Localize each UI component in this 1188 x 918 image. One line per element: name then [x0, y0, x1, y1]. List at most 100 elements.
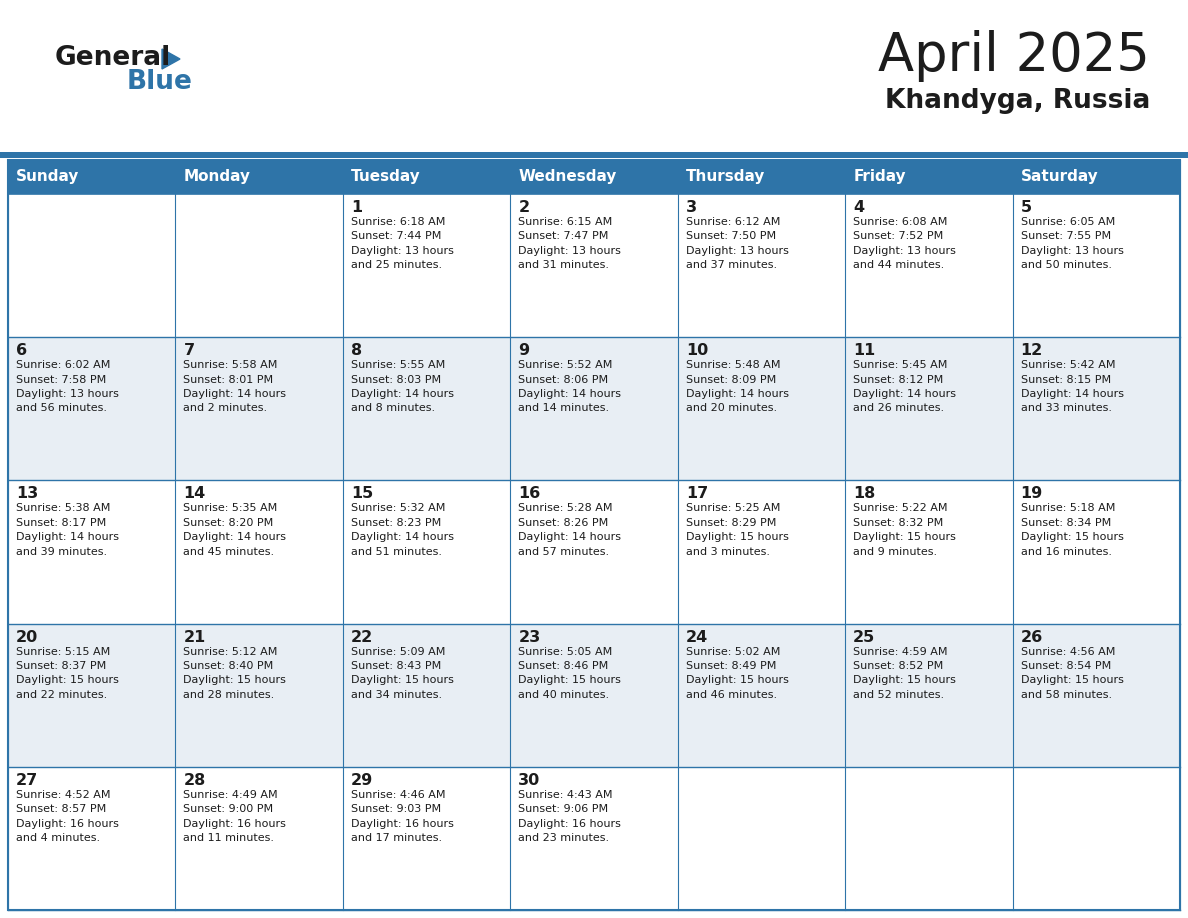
Text: 20: 20 [15, 630, 38, 644]
Bar [845, 194, 1012, 337]
Text: Sunrise: 5:15 AM
Sunset: 8:37 PM
Daylight: 15 hours
and 22 minutes.: Sunrise: 5:15 AM Sunset: 8:37 PM Dayligh… [15, 646, 119, 700]
Text: 28: 28 [183, 773, 206, 788]
Text: 2: 2 [518, 200, 530, 215]
Bar [176, 480, 343, 623]
Text: 17: 17 [685, 487, 708, 501]
Bar [1012, 623, 1180, 767]
Text: Sunrise: 5:42 AM
Sunset: 8:15 PM
Daylight: 14 hours
and 33 minutes.: Sunrise: 5:42 AM Sunset: 8:15 PM Dayligh… [1020, 360, 1124, 413]
Text: Sunrise: 5:25 AM
Sunset: 8:29 PM
Daylight: 15 hours
and 3 minutes.: Sunrise: 5:25 AM Sunset: 8:29 PM Dayligh… [685, 503, 789, 556]
Text: 1: 1 [350, 200, 362, 215]
Bar [8, 623, 176, 767]
Text: 15: 15 [350, 487, 373, 501]
Text: 7: 7 [183, 343, 195, 358]
Text: 3: 3 [685, 200, 697, 215]
Text: Sunrise: 5:45 AM
Sunset: 8:12 PM
Daylight: 14 hours
and 26 minutes.: Sunrise: 5:45 AM Sunset: 8:12 PM Dayligh… [853, 360, 956, 413]
Text: Monday: Monday [183, 170, 251, 185]
Bar [845, 160, 1012, 194]
Text: Sunrise: 5:38 AM
Sunset: 8:17 PM
Daylight: 14 hours
and 39 minutes.: Sunrise: 5:38 AM Sunset: 8:17 PM Dayligh… [15, 503, 119, 556]
Text: 18: 18 [853, 487, 876, 501]
Bar [176, 160, 343, 194]
Text: 22: 22 [350, 630, 373, 644]
Bar [677, 480, 845, 623]
Bar [8, 194, 176, 337]
Text: 11: 11 [853, 343, 876, 358]
Text: Tuesday: Tuesday [350, 170, 421, 185]
Bar [677, 623, 845, 767]
Bar [8, 160, 176, 194]
Text: Sunrise: 4:56 AM
Sunset: 8:54 PM
Daylight: 15 hours
and 58 minutes.: Sunrise: 4:56 AM Sunset: 8:54 PM Dayligh… [1020, 646, 1124, 700]
Bar [8, 480, 176, 623]
Bar [8, 337, 176, 480]
Bar [8, 160, 1180, 910]
Polygon shape [162, 49, 181, 69]
Text: Sunrise: 5:05 AM
Sunset: 8:46 PM
Daylight: 15 hours
and 40 minutes.: Sunrise: 5:05 AM Sunset: 8:46 PM Dayligh… [518, 646, 621, 700]
Text: Sunrise: 5:28 AM
Sunset: 8:26 PM
Daylight: 14 hours
and 57 minutes.: Sunrise: 5:28 AM Sunset: 8:26 PM Dayligh… [518, 503, 621, 556]
Text: Sunrise: 6:15 AM
Sunset: 7:47 PM
Daylight: 13 hours
and 31 minutes.: Sunrise: 6:15 AM Sunset: 7:47 PM Dayligh… [518, 217, 621, 270]
Text: 24: 24 [685, 630, 708, 644]
Text: Sunrise: 5:55 AM
Sunset: 8:03 PM
Daylight: 14 hours
and 8 minutes.: Sunrise: 5:55 AM Sunset: 8:03 PM Dayligh… [350, 360, 454, 413]
Text: Sunrise: 6:05 AM
Sunset: 7:55 PM
Daylight: 13 hours
and 50 minutes.: Sunrise: 6:05 AM Sunset: 7:55 PM Dayligh… [1020, 217, 1124, 270]
Bar [176, 337, 343, 480]
Bar [1012, 194, 1180, 337]
Text: Saturday: Saturday [1020, 170, 1099, 185]
Bar [511, 337, 677, 480]
Text: Sunrise: 5:22 AM
Sunset: 8:32 PM
Daylight: 15 hours
and 9 minutes.: Sunrise: 5:22 AM Sunset: 8:32 PM Dayligh… [853, 503, 956, 556]
Text: Sunrise: 6:18 AM
Sunset: 7:44 PM
Daylight: 13 hours
and 25 minutes.: Sunrise: 6:18 AM Sunset: 7:44 PM Dayligh… [350, 217, 454, 270]
Bar [845, 623, 1012, 767]
Text: 9: 9 [518, 343, 530, 358]
Text: Sunrise: 6:02 AM
Sunset: 7:58 PM
Daylight: 13 hours
and 56 minutes.: Sunrise: 6:02 AM Sunset: 7:58 PM Dayligh… [15, 360, 119, 413]
Text: 26: 26 [1020, 630, 1043, 644]
Text: Sunrise: 5:09 AM
Sunset: 8:43 PM
Daylight: 15 hours
and 34 minutes.: Sunrise: 5:09 AM Sunset: 8:43 PM Dayligh… [350, 646, 454, 700]
Text: Sunrise: 5:02 AM
Sunset: 8:49 PM
Daylight: 15 hours
and 46 minutes.: Sunrise: 5:02 AM Sunset: 8:49 PM Dayligh… [685, 646, 789, 700]
Text: Sunrise: 5:58 AM
Sunset: 8:01 PM
Daylight: 14 hours
and 2 minutes.: Sunrise: 5:58 AM Sunset: 8:01 PM Dayligh… [183, 360, 286, 413]
Text: Sunrise: 4:46 AM
Sunset: 9:03 PM
Daylight: 16 hours
and 17 minutes.: Sunrise: 4:46 AM Sunset: 9:03 PM Dayligh… [350, 789, 454, 843]
Text: Sunrise: 4:49 AM
Sunset: 9:00 PM
Daylight: 16 hours
and 11 minutes.: Sunrise: 4:49 AM Sunset: 9:00 PM Dayligh… [183, 789, 286, 843]
Text: 30: 30 [518, 773, 541, 788]
Text: 4: 4 [853, 200, 864, 215]
Text: 10: 10 [685, 343, 708, 358]
Text: General: General [55, 45, 171, 71]
Text: Sunrise: 5:48 AM
Sunset: 8:09 PM
Daylight: 14 hours
and 20 minutes.: Sunrise: 5:48 AM Sunset: 8:09 PM Dayligh… [685, 360, 789, 413]
Bar [677, 337, 845, 480]
Bar [845, 337, 1012, 480]
Text: Sunrise: 5:32 AM
Sunset: 8:23 PM
Daylight: 14 hours
and 51 minutes.: Sunrise: 5:32 AM Sunset: 8:23 PM Dayligh… [350, 503, 454, 556]
Bar [1012, 337, 1180, 480]
Text: Friday: Friday [853, 170, 905, 185]
Text: Sunrise: 5:35 AM
Sunset: 8:20 PM
Daylight: 14 hours
and 45 minutes.: Sunrise: 5:35 AM Sunset: 8:20 PM Dayligh… [183, 503, 286, 556]
Text: Sunrise: 4:59 AM
Sunset: 8:52 PM
Daylight: 15 hours
and 52 minutes.: Sunrise: 4:59 AM Sunset: 8:52 PM Dayligh… [853, 646, 956, 700]
Bar [343, 623, 511, 767]
Bar [343, 337, 511, 480]
Text: 12: 12 [1020, 343, 1043, 358]
Bar [0, 152, 1188, 158]
Bar [511, 194, 677, 337]
Text: Sunday: Sunday [15, 170, 80, 185]
Text: Wednesday: Wednesday [518, 170, 617, 185]
Bar [343, 480, 511, 623]
Text: 21: 21 [183, 630, 206, 644]
Bar [176, 623, 343, 767]
Text: 13: 13 [15, 487, 38, 501]
Bar [677, 767, 845, 910]
Bar [343, 160, 511, 194]
Bar [343, 767, 511, 910]
Text: Khandyga, Russia: Khandyga, Russia [885, 88, 1150, 114]
Bar [176, 194, 343, 337]
Text: 5: 5 [1020, 200, 1031, 215]
Text: 16: 16 [518, 487, 541, 501]
Text: 25: 25 [853, 630, 876, 644]
Bar [1012, 480, 1180, 623]
Bar [511, 767, 677, 910]
Bar [845, 767, 1012, 910]
Text: 19: 19 [1020, 487, 1043, 501]
Bar [677, 160, 845, 194]
Text: Sunrise: 4:52 AM
Sunset: 8:57 PM
Daylight: 16 hours
and 4 minutes.: Sunrise: 4:52 AM Sunset: 8:57 PM Dayligh… [15, 789, 119, 843]
Text: 14: 14 [183, 487, 206, 501]
Bar [8, 767, 176, 910]
Text: Blue: Blue [127, 69, 192, 95]
Bar [845, 480, 1012, 623]
Bar [511, 160, 677, 194]
Text: Sunrise: 5:12 AM
Sunset: 8:40 PM
Daylight: 15 hours
and 28 minutes.: Sunrise: 5:12 AM Sunset: 8:40 PM Dayligh… [183, 646, 286, 700]
Text: Sunrise: 6:12 AM
Sunset: 7:50 PM
Daylight: 13 hours
and 37 minutes.: Sunrise: 6:12 AM Sunset: 7:50 PM Dayligh… [685, 217, 789, 270]
Text: April 2025: April 2025 [878, 30, 1150, 82]
Bar [343, 194, 511, 337]
